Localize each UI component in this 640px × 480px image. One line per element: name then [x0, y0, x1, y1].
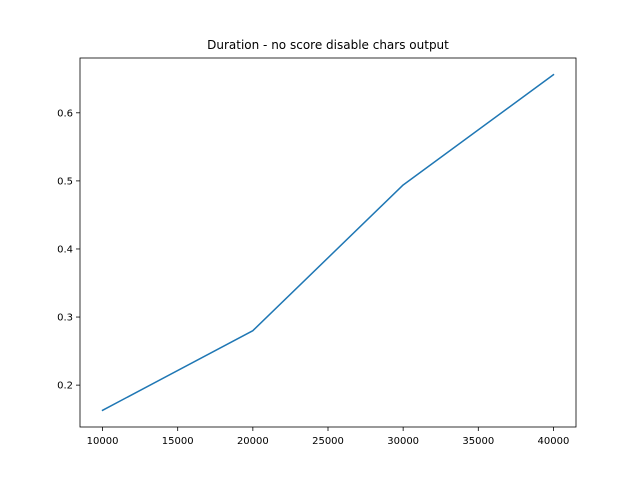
x-tick-label: 10000: [87, 436, 119, 447]
y-tick-label: 0.5: [57, 176, 73, 187]
y-tick-label: 0.2: [57, 381, 73, 392]
x-tick-label: 40000: [538, 436, 570, 447]
series-line: [101, 73, 555, 412]
x-tick-label: 20000: [237, 436, 269, 447]
y-tick-label: 0.3: [57, 313, 73, 324]
x-tick-label: 35000: [462, 436, 494, 447]
x-tick-label: 25000: [312, 436, 344, 447]
plot-area: 10000 15000 20000 25000 30000 35000 40000 0.2 0.…: [57, 57, 577, 447]
chart-title: Duration - no score disable chars output: [207, 38, 449, 52]
y-tick-label: 0.6: [57, 108, 73, 119]
y-tick-label: 0.4: [57, 244, 73, 255]
x-tick-label: 30000: [387, 436, 419, 447]
x-tick-label: 15000: [162, 436, 194, 447]
